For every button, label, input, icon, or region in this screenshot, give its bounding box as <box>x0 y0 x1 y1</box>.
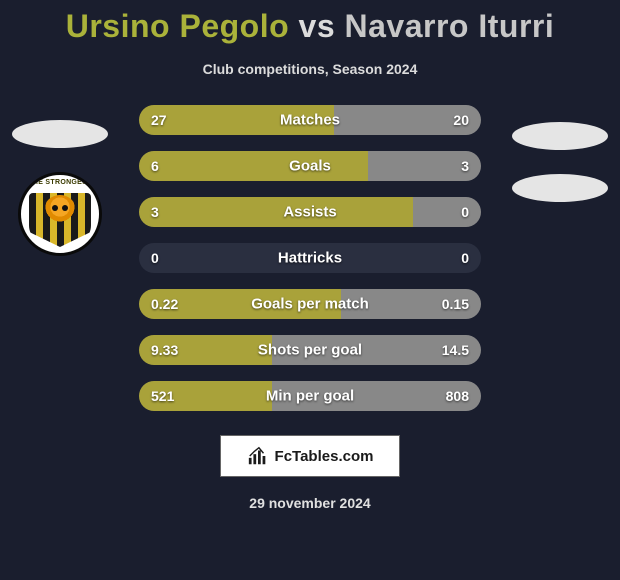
footer-brand-text: FcTables.com <box>275 448 374 465</box>
player1-badges: HE STRONGES <box>12 120 108 256</box>
stat-label: Assists <box>139 204 481 221</box>
title-player1: Ursino Pegolo <box>66 8 289 44</box>
stat-row: 30Assists <box>139 197 481 227</box>
title-player2: Navarro Iturri <box>345 8 555 44</box>
stat-label: Min per goal <box>139 388 481 405</box>
title-vs: vs <box>299 8 336 44</box>
comparison-title: Ursino Pegolo vs Navarro Iturri <box>0 0 620 45</box>
stat-label: Goals per match <box>139 296 481 313</box>
stat-label: Shots per goal <box>139 342 481 359</box>
player2-placeholder-oval-1 <box>512 122 608 150</box>
player2-placeholder-oval-2 <box>512 174 608 202</box>
stat-row: 9.3314.5Shots per goal <box>139 335 481 365</box>
stat-row: 0.220.15Goals per match <box>139 289 481 319</box>
crest-tiger-icon <box>44 195 76 225</box>
player1-placeholder-oval <box>12 120 108 148</box>
stat-label: Hattricks <box>139 250 481 267</box>
stat-row: 2720Matches <box>139 105 481 135</box>
stat-row: 63Goals <box>139 151 481 181</box>
player1-club-crest: HE STRONGES <box>18 172 102 256</box>
player2-badges <box>512 122 608 202</box>
chart-icon <box>247 445 269 467</box>
stat-row: 521808Min per goal <box>139 381 481 411</box>
crest-text: HE STRONGES <box>21 179 99 186</box>
stats-container: 2720Matches 63Goals 30Assists 00Hattricks 0.… <box>139 105 481 411</box>
stat-label: Goals <box>139 158 481 175</box>
footer-date: 29 november 2024 <box>0 495 620 511</box>
subtitle: Club competitions, Season 2024 <box>0 61 620 77</box>
stat-row: 00Hattricks <box>139 243 481 273</box>
stat-label: Matches <box>139 112 481 129</box>
footer-brand-badge: FcTables.com <box>220 435 400 477</box>
